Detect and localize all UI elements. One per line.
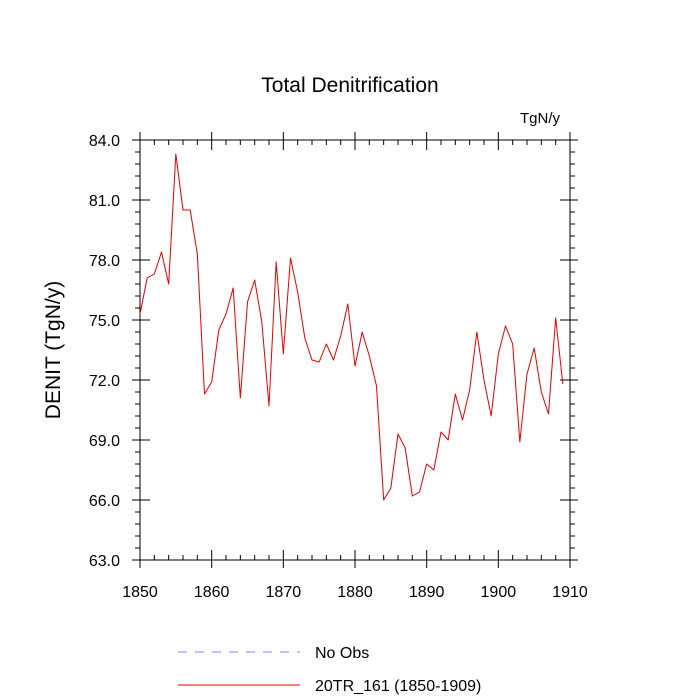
- x-tick-label: 1880: [337, 584, 373, 601]
- y-tick-label: 78.0: [89, 253, 120, 270]
- plot-frame: [139, 139, 571, 561]
- legend-label-no-obs: No Obs: [315, 645, 369, 662]
- y-tick-label: 81.0: [89, 193, 120, 210]
- units-label: TgN/y: [520, 110, 561, 127]
- y-tick-label: 75.0: [89, 313, 120, 330]
- y-tick-label: 66.0: [89, 493, 120, 510]
- y-tick-label: 69.0: [89, 433, 120, 450]
- y-tick-label: 84.0: [89, 133, 120, 150]
- x-tick-label: 1890: [409, 584, 445, 601]
- chart-title: Total Denitrification: [261, 74, 438, 97]
- x-tick-label: 1860: [194, 584, 230, 601]
- x-tick-label: 1870: [266, 584, 302, 601]
- series-line-20tr-161-1850-1909: [139, 153, 564, 501]
- x-tick-label: 1900: [481, 584, 517, 601]
- plot-area: 1850 1860 1870 1880 1890 1900 1910 63.0 66.0 69.0…: [89, 132, 588, 601]
- x-tick-label: 1910: [552, 584, 588, 601]
- y-tick-label: 63.0: [89, 553, 120, 570]
- legend: No Obs 20TR_161 (1850-1909): [178, 645, 481, 695]
- y-axis-label: DENIT (TgN/y): [42, 281, 65, 419]
- y-tick-label: 72.0: [89, 373, 120, 390]
- legend-label-20tr-161: 20TR_161 (1850-1909): [315, 678, 481, 695]
- x-tick-label: 1850: [122, 584, 158, 601]
